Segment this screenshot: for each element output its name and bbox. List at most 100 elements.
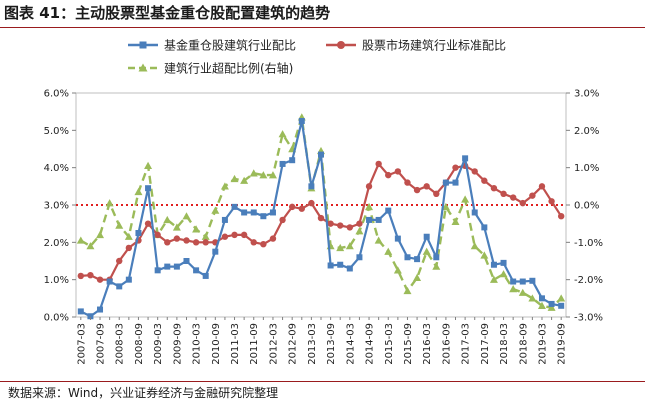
data-point	[558, 302, 565, 309]
data-point	[269, 209, 276, 216]
data-point	[249, 169, 258, 177]
data-point	[192, 239, 200, 246]
data-point	[529, 277, 536, 284]
data-point	[433, 190, 440, 197]
data-point	[124, 232, 133, 240]
data-point	[480, 251, 489, 259]
x-tick-label: 2016-09	[441, 323, 452, 365]
legend-label: 建筑行业超配比例(右轴)	[164, 61, 293, 76]
data-point	[548, 300, 555, 307]
data-point	[500, 190, 507, 197]
data-point	[144, 161, 153, 169]
data-point	[231, 203, 238, 210]
x-tick-label: 2014-09	[365, 323, 376, 365]
data-point	[77, 308, 84, 315]
data-point	[220, 182, 229, 190]
x-axis: 2007-03 2007-09 2008-03 2008-09 2009-03 2009-…	[76, 317, 568, 365]
data-point	[241, 209, 248, 216]
data-point	[308, 199, 315, 207]
x-tick-label: 2010-09	[211, 323, 222, 365]
data-point	[192, 225, 201, 233]
data-point	[557, 294, 566, 302]
data-point	[154, 267, 161, 274]
data-point	[135, 230, 142, 236]
left-y-axis: 0.0% 1.0% 2.0% 3.0% 4.0% 5.0% 6.0%	[44, 89, 76, 324]
data-point	[336, 243, 345, 252]
data-point	[288, 203, 296, 211]
series-3	[76, 113, 566, 311]
data-point	[519, 199, 526, 207]
x-tick-label: 2012-03	[268, 323, 279, 365]
data-point	[528, 294, 537, 302]
data-point	[385, 171, 392, 179]
data-point	[97, 306, 104, 313]
data-point	[144, 220, 152, 227]
legend-marker	[337, 41, 345, 49]
left-tick-label: 5.0%	[44, 126, 69, 137]
x-tick-label: 2018-03	[499, 323, 510, 365]
right-tick-label: 3.0%	[574, 89, 599, 100]
data-point	[423, 183, 430, 190]
data-point	[404, 179, 411, 186]
right-tick-label: -1.0%	[574, 238, 603, 249]
data-point	[202, 239, 209, 246]
data-point	[77, 272, 85, 280]
data-point	[289, 157, 296, 164]
x-tick-label: 2019-03	[537, 323, 548, 365]
data-point	[509, 285, 518, 293]
legend-item-3: 建筑行业超配比例(右轴)	[128, 61, 293, 76]
data-point	[230, 174, 239, 183]
data-point	[375, 216, 382, 223]
data-point	[452, 179, 459, 186]
data-point	[510, 278, 517, 285]
data-point	[318, 151, 324, 158]
data-point	[337, 261, 344, 268]
data-point	[384, 247, 393, 255]
x-tick-label: 2009-09	[172, 323, 183, 365]
series-layer	[76, 113, 566, 320]
data-point	[260, 241, 267, 248]
data-point	[365, 202, 374, 211]
data-point	[259, 171, 268, 179]
data-point	[404, 254, 411, 261]
data-point	[221, 216, 228, 223]
data-point	[182, 212, 191, 220]
data-point	[394, 235, 401, 242]
legend-label: 基金重仓股建筑行业配比	[164, 38, 296, 53]
x-tick-label: 2017-03	[461, 323, 472, 365]
data-point	[470, 242, 479, 250]
right-tick-label: 1.0%	[574, 163, 599, 174]
data-point	[86, 242, 95, 250]
data-point	[538, 183, 546, 190]
data-point	[538, 295, 545, 302]
legend-item-2: 股票市场建筑行业标准配比	[326, 38, 506, 53]
data-point	[145, 185, 152, 192]
data-point	[193, 267, 200, 274]
data-point	[115, 221, 124, 229]
x-tick-label: 2009-03	[153, 323, 164, 365]
data-point	[356, 220, 363, 227]
x-tick-label: 2008-03	[115, 323, 126, 365]
x-tick-label: 2015-03	[384, 323, 395, 365]
data-point	[529, 192, 536, 199]
data-point	[269, 235, 277, 242]
data-point	[250, 209, 257, 216]
data-point	[298, 118, 305, 124]
data-point	[489, 275, 498, 283]
x-tick-label: 2018-09	[518, 323, 529, 365]
right-tick-label: -2.0%	[574, 275, 603, 286]
data-point	[451, 217, 460, 225]
legend-item-1: 基金重仓股建筑行业配比	[128, 38, 296, 53]
data-point	[394, 168, 402, 175]
data-point	[134, 187, 143, 196]
right-tick-label: -3.0%	[574, 313, 603, 324]
data-point	[461, 195, 470, 203]
data-point	[337, 222, 344, 229]
data-point	[116, 257, 123, 265]
source-note: 数据来源：Wind，兴业证券经济与金融研究院整理	[8, 386, 279, 400]
left-tick-label: 1.0%	[44, 275, 69, 286]
data-point	[221, 233, 229, 240]
data-point	[481, 177, 488, 184]
data-point	[374, 236, 383, 244]
